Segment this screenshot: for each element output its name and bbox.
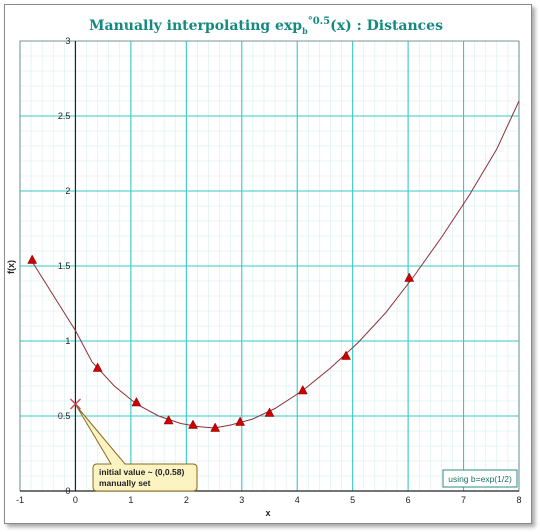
- chart-title: Manually interpolating expb°0.5(x) : Dis…: [89, 16, 443, 36]
- x-tick-label: 7: [461, 495, 466, 505]
- initial-point-marker: [69, 398, 81, 410]
- title-subscript: b: [302, 26, 308, 36]
- data-marker: [92, 362, 103, 372]
- data-marker: [297, 384, 308, 395]
- data-marker: [210, 422, 221, 432]
- annotation-callout: [76, 405, 198, 492]
- y-tick-label: 2.5: [58, 111, 71, 121]
- tick-labels: -1 0 1 2 3 4 5 6 7 8 0 0.5 1 1.5 2 2.5 3: [16, 36, 522, 505]
- y-tick-label: 3: [65, 36, 70, 46]
- x-tick-label: 6: [406, 495, 411, 505]
- data-marker: [235, 416, 246, 426]
- legend-note-text: using b=exp(1/2): [448, 474, 512, 484]
- x-tick-label: 1: [128, 495, 133, 505]
- grid-layer: [19, 40, 520, 492]
- title-main: Manually interpolating exp: [89, 18, 302, 34]
- data-marker: [27, 254, 38, 264]
- x-tick-label: 0: [73, 495, 78, 505]
- y-tick-label: 1.5: [58, 261, 71, 271]
- legend-note-box: [442, 469, 518, 488]
- x-tick-label: -1: [16, 495, 24, 505]
- chart-svg: Manually interpolating expb°0.5(x) : Dis…: [6, 16, 522, 518]
- x-tick-label: 2: [184, 495, 189, 505]
- annotation-line-2: manually set: [99, 478, 151, 488]
- y-tick-label: 1: [65, 336, 70, 346]
- x-tick-label: 8: [516, 495, 521, 505]
- y-axis-label: f(x): [6, 260, 16, 274]
- data-marker: [404, 272, 415, 282]
- data-marker: [188, 419, 198, 429]
- x-tick-label: 4: [295, 495, 300, 505]
- y-tick-label: 2: [65, 186, 70, 196]
- chart-frame: Manually interpolating expb°0.5(x) : Dis…: [4, 4, 532, 524]
- title-tail: (x) : Distances: [330, 18, 443, 34]
- data-marker: [131, 396, 142, 407]
- data-marker: [163, 414, 174, 425]
- data-marker: [264, 407, 275, 417]
- interpolated-curve: [30, 100, 520, 429]
- y-tick-label: 0: [65, 486, 70, 496]
- x-tick-label: 3: [239, 495, 244, 505]
- x-axis-label: x: [265, 508, 270, 518]
- data-marker: [341, 350, 351, 360]
- y-tick-label: 0.5: [58, 411, 71, 421]
- title-superscript: °0.5: [308, 16, 330, 27]
- x-tick-label: 5: [350, 495, 355, 505]
- annotation-layer: initial value ~ (0,0.58)manually set usin…: [69, 398, 518, 492]
- annotation-line-1: initial value ~ (0,0.58): [99, 467, 184, 477]
- series-layer: [27, 100, 520, 432]
